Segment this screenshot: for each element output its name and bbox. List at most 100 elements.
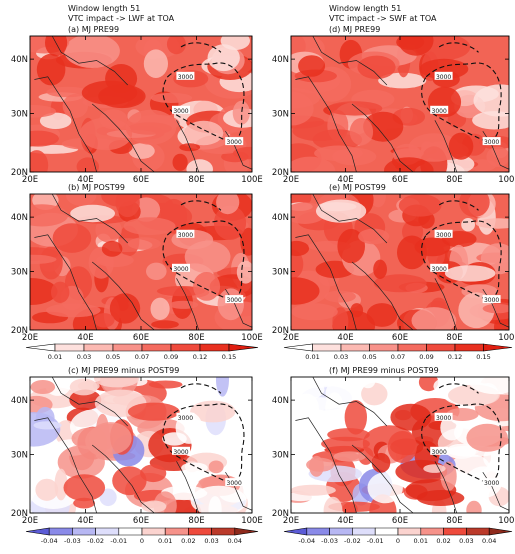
- colorbar-bottom-swatch: [307, 528, 330, 535]
- field-blob: [53, 223, 92, 253]
- lat-tick-label: 30N: [11, 268, 28, 278]
- colorbar-top-swatch: [142, 344, 171, 351]
- colorbar-bottom-swatch: [96, 528, 119, 535]
- field-blob: [396, 34, 424, 50]
- colorbar-bottom-label: 0: [140, 537, 144, 545]
- colorbar-bottom-label: 0.01: [414, 537, 428, 545]
- field-blob: [4, 278, 57, 305]
- colorbar-top-label: 0.12: [193, 353, 207, 361]
- field-blob: [368, 472, 403, 503]
- field-blob: [112, 466, 146, 495]
- colorbar-top-swatch: [55, 344, 84, 351]
- colorbar-bottom-swatch: [235, 528, 258, 535]
- lon-tick-label: 100E: [241, 175, 263, 185]
- field-blob: [128, 237, 161, 250]
- colorbar-bottom-label: 0.04: [482, 537, 496, 545]
- colorbar-top-label: 0.07: [391, 353, 405, 361]
- colorbar-bottom-label: 0.02: [436, 537, 450, 545]
- lon-tick-label: 60E: [392, 175, 408, 185]
- field-blob: [373, 260, 387, 279]
- contour-label: 3000: [173, 108, 188, 115]
- colorbar-bottom-swatch: [330, 528, 353, 535]
- field-blob: [144, 49, 168, 78]
- field-blob: [306, 458, 334, 472]
- field-blob: [394, 148, 424, 158]
- lat-tick-label: 20N: [272, 509, 289, 519]
- lon-tick-label: 40E: [337, 516, 353, 526]
- colorbar-bottom-swatch: [72, 528, 95, 535]
- colorbar-top-label: 0.15: [476, 353, 490, 361]
- contour-label: 3000: [484, 139, 499, 146]
- lon-tick-label: 100E: [498, 175, 515, 185]
- field-blob: [70, 379, 98, 396]
- lon-tick-label: 100E: [241, 333, 263, 343]
- lat-tick-label: 30N: [11, 110, 28, 120]
- colorbar-top-label: 0.03: [77, 353, 91, 361]
- colorbar-bottom-swatch: [188, 528, 211, 535]
- field-blob: [358, 229, 389, 245]
- colorbar-top-swatch: [113, 344, 142, 351]
- field-blob: [34, 421, 62, 429]
- colorbar-bottom-swatch: [142, 528, 165, 535]
- field-blob: [372, 453, 391, 473]
- field-blob: [51, 282, 69, 303]
- field-blob: [367, 303, 398, 327]
- colorbar-top-swatch: [313, 344, 342, 351]
- field-blob: [284, 241, 309, 256]
- lon-tick-label: 80E: [446, 333, 462, 343]
- field-blob: [327, 428, 370, 441]
- colorbar-bottom-label: -0.01: [110, 537, 127, 545]
- lon-tick-label: 60E: [133, 516, 149, 526]
- field-blob: [466, 501, 481, 520]
- contour-label: 3000: [436, 74, 451, 81]
- contour-label: 3000: [436, 415, 451, 422]
- field-blob: [35, 479, 58, 501]
- field-blob: [64, 474, 106, 501]
- lon-tick-label: 80E: [188, 175, 204, 185]
- lon-tick-label: 100E: [498, 516, 515, 526]
- header-left: Window length 51 VTC impact -> LWF at TO…: [68, 4, 175, 23]
- colorbar-bottom-label: -0.01: [367, 537, 384, 545]
- field-blob: [399, 194, 442, 216]
- field-blob: [270, 277, 319, 304]
- lon-tick-label: 40E: [337, 175, 353, 185]
- colorbar-top-label: 0.05: [362, 353, 376, 361]
- colorbar-bottom-swatch: [375, 528, 398, 535]
- colorbar-top-swatch: [284, 344, 313, 351]
- lon-tick-label: 40E: [337, 333, 353, 343]
- field-blob: [146, 263, 167, 280]
- lon-tick-label: 80E: [188, 333, 204, 343]
- field-blob: [423, 464, 445, 473]
- field-blob: [193, 272, 220, 301]
- colorbar-top-swatch: [26, 344, 55, 351]
- field-blob: [94, 313, 115, 327]
- contour-label: 3000: [432, 266, 447, 273]
- lat-tick-label: 20N: [272, 326, 289, 336]
- lon-tick-label: 60E: [392, 516, 408, 526]
- contour-label: 3000: [436, 232, 451, 239]
- field-blob: [124, 217, 176, 235]
- field-blob: [149, 381, 183, 389]
- contour-label: 3000: [178, 415, 193, 422]
- field-blob: [314, 146, 363, 161]
- lat-tick-label: 20N: [11, 168, 28, 178]
- field-blob: [31, 380, 56, 394]
- colorbar-top-swatch: [229, 344, 258, 351]
- contour-label: 3000: [227, 139, 242, 146]
- field-blob: [169, 301, 198, 309]
- lon-tick-label: 60E: [392, 333, 408, 343]
- field-blob: [486, 147, 509, 167]
- colorbar-top-label: 0.15: [222, 353, 236, 361]
- field-blob: [216, 363, 229, 397]
- field-blob: [445, 265, 496, 281]
- colorbar-bottom-swatch: [119, 528, 142, 535]
- colorbar-top-swatch: [398, 344, 427, 351]
